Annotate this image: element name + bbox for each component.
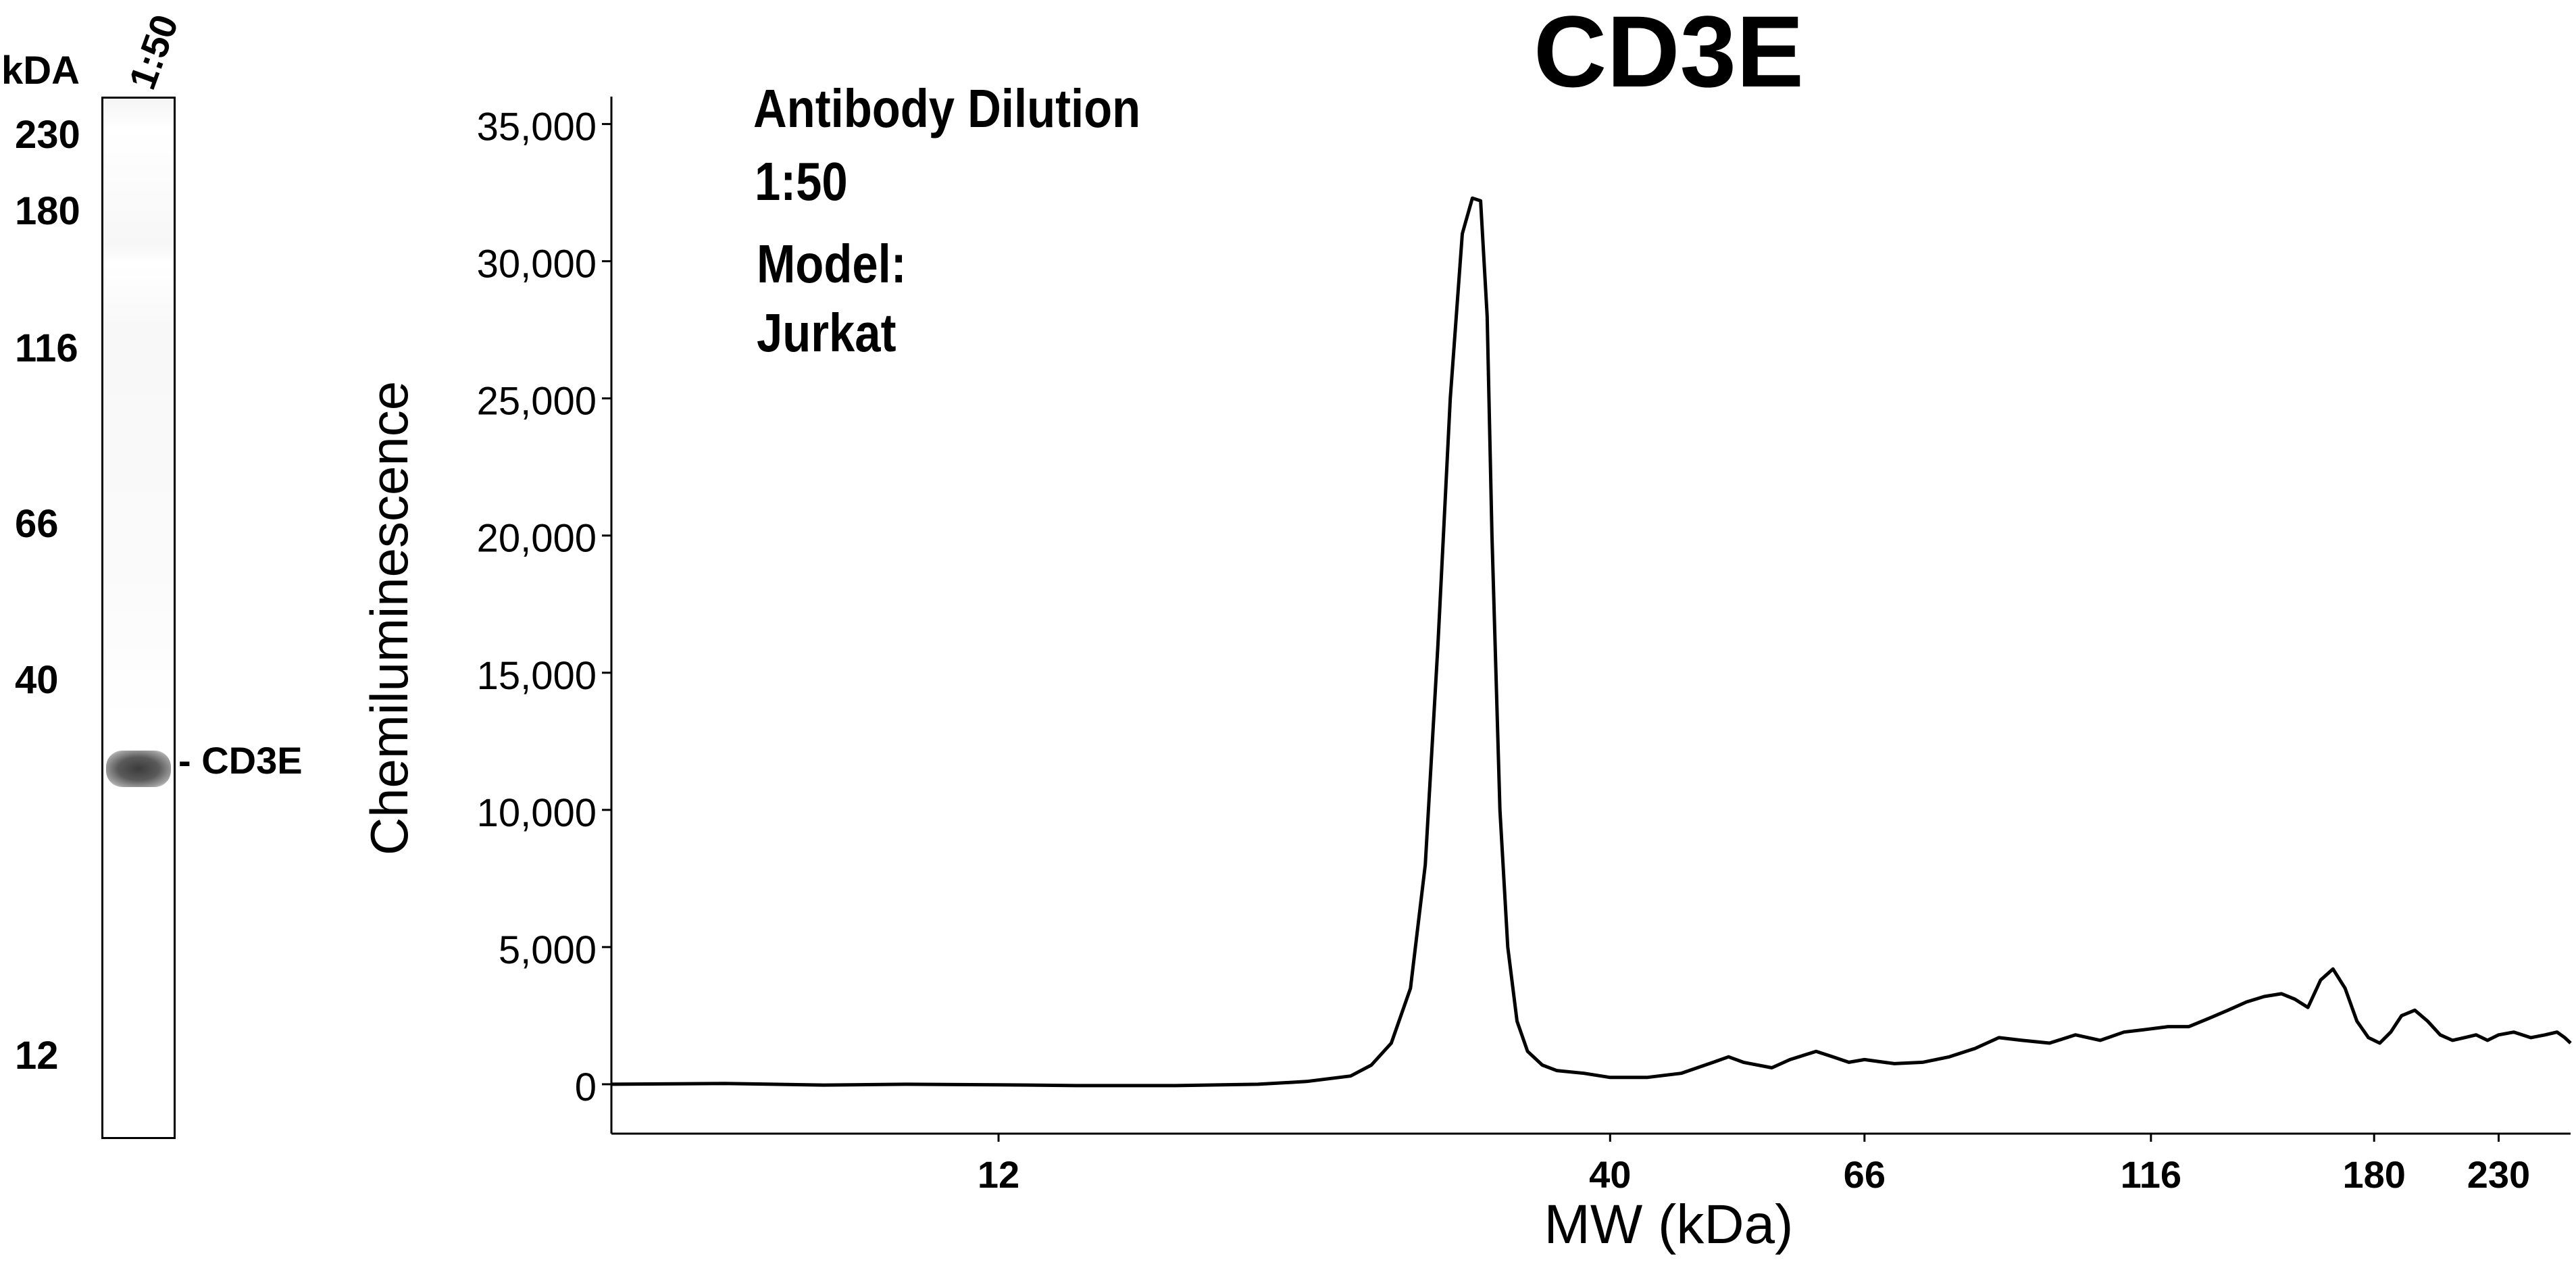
x-tick-label: 66 xyxy=(1844,1153,1886,1196)
series-line xyxy=(611,196,2572,1088)
annotation-model-value: Jurkat xyxy=(757,302,896,363)
x-tick-label: 40 xyxy=(1589,1153,1631,1196)
ladder-label-66: 66 xyxy=(15,502,59,547)
x-tick-label: 230 xyxy=(2467,1153,2530,1196)
y-tick-label: 10,000 xyxy=(477,791,597,835)
y-tick-label: 0 xyxy=(575,1065,597,1109)
chart-title: CD3E xyxy=(1534,0,1804,108)
x-tick-label: 12 xyxy=(978,1153,1019,1196)
y-tick-label: 15,000 xyxy=(477,654,597,698)
ladder-label-40: 40 xyxy=(15,658,59,703)
blot-band-label: - CD3E xyxy=(178,739,303,782)
y-axis-title: Chemiluminescence xyxy=(359,381,419,855)
y-tick-label: 35,000 xyxy=(477,105,597,149)
blot-band xyxy=(106,751,171,787)
y-tick-label: 30,000 xyxy=(477,243,597,286)
ladder-label-180: 180 xyxy=(15,188,80,233)
blot-unit-label: kDA xyxy=(1,49,80,93)
annotation-antibody-dilution: Antibody Dilution xyxy=(753,78,1140,138)
ladder-label-116: 116 xyxy=(15,326,78,370)
blot-lane xyxy=(101,97,176,1139)
x-axis-title: MW (kDa) xyxy=(1544,1194,1794,1255)
annotation-dilution-value: 1:50 xyxy=(755,151,848,211)
x-tick-label: 116 xyxy=(2121,1153,2181,1196)
annotation-model-label: Model: xyxy=(757,233,907,294)
y-tick-label: 20,000 xyxy=(477,517,597,561)
ladder-label-230: 230 xyxy=(15,112,80,157)
x-tick-label: 180 xyxy=(2342,1153,2405,1196)
ladder-label-12: 12 xyxy=(15,1034,59,1078)
y-tick-label: 5,000 xyxy=(499,928,597,972)
y-tick-label: 25,000 xyxy=(477,380,597,424)
